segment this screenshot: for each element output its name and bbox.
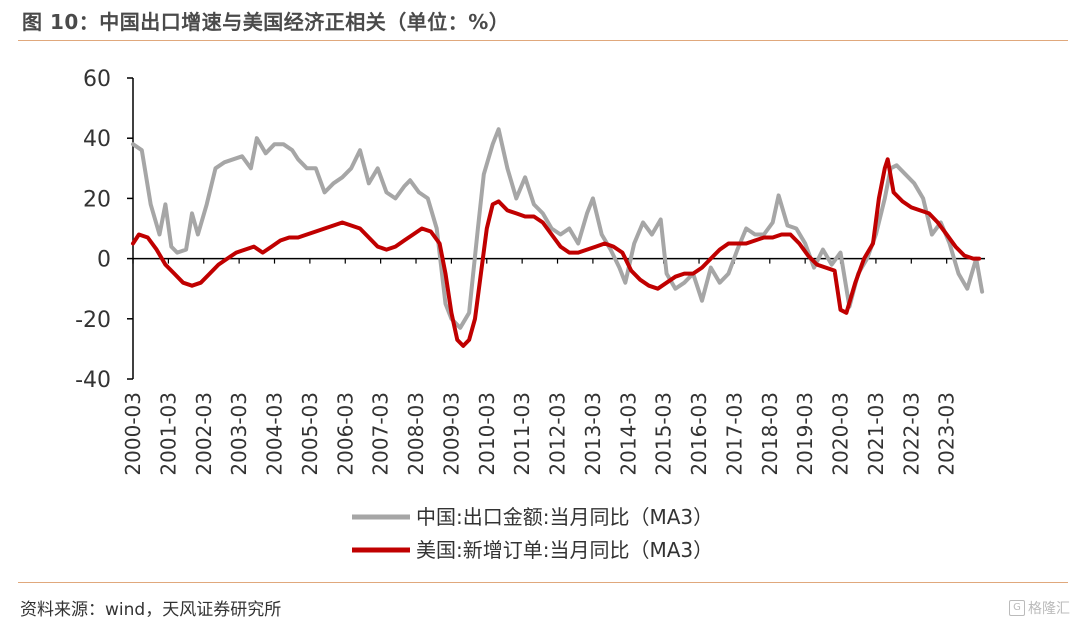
- y-tick-label: 0: [97, 248, 111, 273]
- y-tick-label: -40: [75, 368, 111, 393]
- x-tick-label: 2009-03: [439, 392, 463, 476]
- x-tick-label: 2021-03: [864, 392, 888, 476]
- y-tick-label: -20: [75, 308, 111, 333]
- series-line-china-exports: [131, 127, 985, 330]
- x-tick-label: 2015-03: [652, 392, 676, 476]
- x-tick-label: 2020-03: [829, 392, 853, 476]
- x-tick-label: 2002-03: [192, 392, 216, 476]
- x-tick-label: 2018-03: [758, 392, 782, 476]
- x-tick-label: 2016-03: [687, 392, 711, 476]
- x-tick-label: 2012-03: [546, 392, 570, 476]
- x-tick-label: 2010-03: [475, 392, 499, 476]
- x-tick-label: 2000-03: [121, 392, 145, 476]
- watermark: G 格隆汇: [1009, 598, 1070, 618]
- x-tick-label: 2005-03: [298, 392, 322, 476]
- plot-lines: [131, 127, 985, 348]
- line-chart: 60 40 20 0 -20 -40 2000-03 2001-03 2002-03 2003-…: [75, 67, 985, 562]
- watermark-text: 格隆汇: [1028, 601, 1070, 617]
- x-tick-label: 2014-03: [616, 392, 640, 476]
- y-tick-label: 40: [83, 127, 111, 152]
- top-divider: [18, 40, 1068, 41]
- x-tick-label: 2011-03: [510, 392, 534, 476]
- x-tick-label: 2022-03: [899, 392, 923, 476]
- x-tick-label: 2006-03: [333, 392, 357, 476]
- legend-label-china: 中国:出口金额:当月同比（MA3）: [416, 505, 713, 529]
- watermark-logo-icon: G: [1009, 600, 1025, 616]
- x-tick-label: 2019-03: [793, 392, 817, 476]
- legend-label-us: 美国:新增订单:当月同比（MA3）: [416, 538, 713, 562]
- x-tick-label: 2017-03: [722, 392, 746, 476]
- source-note: 资料来源：wind，天风证券研究所: [20, 600, 282, 620]
- y-tick-label: 60: [83, 67, 111, 92]
- chart-title: 图 10：中国出口增速与美国经济正相关（单位：%）: [22, 10, 510, 34]
- x-tick-label: 2008-03: [404, 392, 428, 476]
- x-tick-label: 2013-03: [581, 392, 605, 476]
- y-axis: 60 40 20 0 -20 -40: [75, 67, 134, 393]
- x-tick-label: 2003-03: [227, 392, 251, 476]
- legend: 中国:出口金额:当月同比（MA3） 美国:新增订单:当月同比（MA3）: [352, 505, 713, 562]
- x-tick-label: 2004-03: [263, 392, 287, 476]
- x-tick-label: 2001-03: [156, 392, 180, 476]
- x-tick-label: 2023-03: [935, 392, 959, 476]
- x-tick-label: 2007-03: [369, 392, 393, 476]
- series-line-us-new-orders: [131, 157, 982, 348]
- y-tick-label: 20: [83, 187, 111, 212]
- bottom-divider: [18, 582, 1068, 583]
